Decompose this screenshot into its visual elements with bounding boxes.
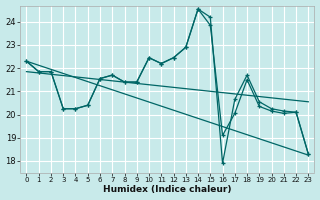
X-axis label: Humidex (Indice chaleur): Humidex (Indice chaleur) [103,185,232,194]
